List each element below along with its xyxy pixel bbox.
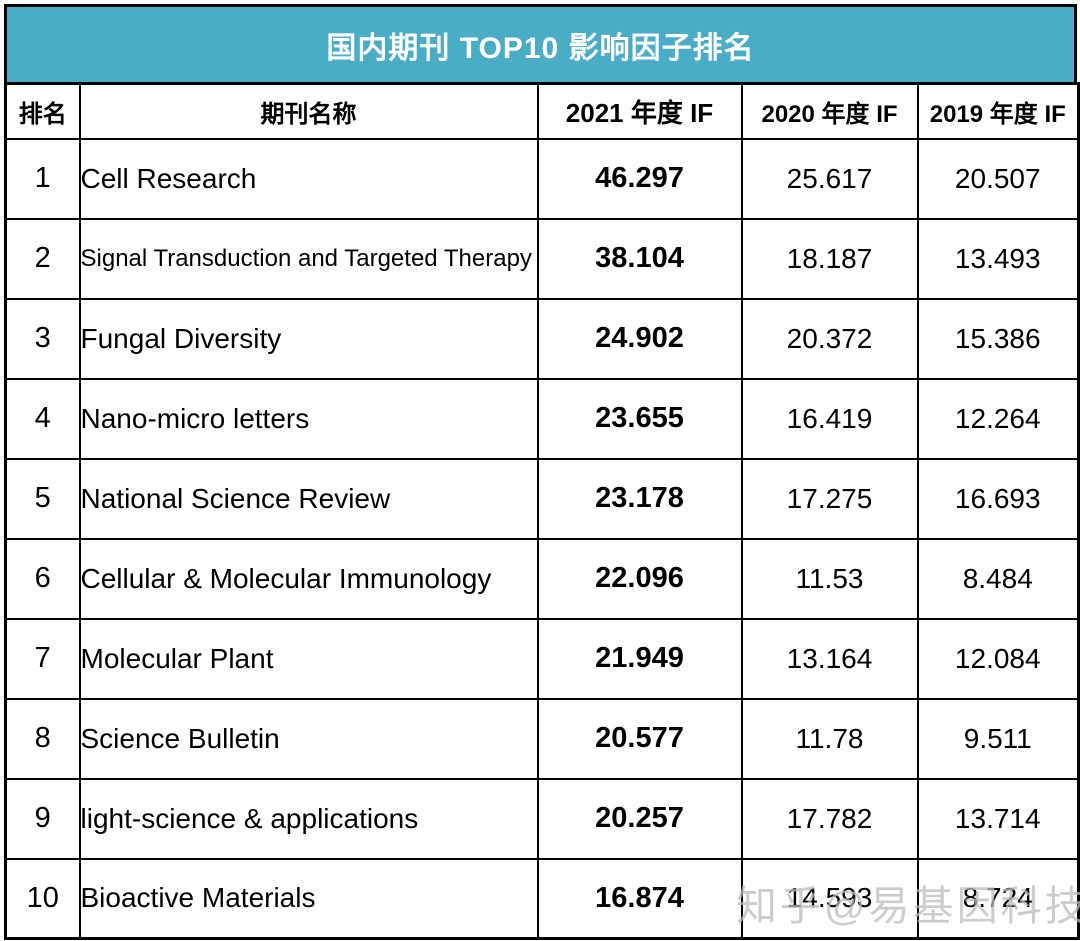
cell-rank: 5	[4, 457, 81, 540]
cell-if-2019: 13.493	[916, 217, 1080, 300]
table-row: 2 Signal Transduction and Targeted Thera…	[4, 217, 1080, 300]
ranking-table-figure: 国内期刊 TOP10 影响因子排名 排名 期刊名称 2021 年度 IF 202…	[4, 4, 1080, 940]
cell-journal-name: light-science & applications	[78, 777, 539, 860]
table-row: 7 Molecular Plant 21.949 13.164 12.084	[4, 617, 1080, 700]
header-row: 排名 期刊名称 2021 年度 IF 2020 年度 IF 2019 年度 IF	[4, 82, 1080, 140]
cell-if-2019: 12.264	[916, 377, 1080, 460]
cell-journal-name: Nano-micro letters	[78, 377, 539, 460]
cell-if-2021: 22.096	[536, 537, 743, 620]
col-header-if-2019: 2019 年度 IF	[916, 82, 1080, 140]
cell-rank: 1	[4, 137, 81, 220]
cell-if-2019: 8.484	[916, 537, 1080, 620]
cell-if-2019: 8.724	[916, 857, 1080, 940]
cell-rank: 9	[4, 777, 81, 860]
cell-if-2021: 38.104	[536, 217, 743, 300]
cell-if-2019: 15.386	[916, 297, 1080, 380]
cell-if-2021: 24.902	[536, 297, 743, 380]
table-title-banner: 国内期刊 TOP10 影响因子排名	[4, 4, 1077, 82]
table-row: 9 light-science & applications 20.257 17…	[4, 777, 1080, 860]
cell-if-2020: 13.164	[740, 617, 919, 700]
cell-journal-name: Molecular Plant	[78, 617, 539, 700]
cell-if-2021: 23.655	[536, 377, 743, 460]
cell-journal-name: Cellular & Molecular Immunology	[78, 537, 539, 620]
cell-journal-name: Cell Research	[78, 137, 539, 220]
cell-if-2021: 20.577	[536, 697, 743, 780]
cell-if-2020: 16.419	[740, 377, 919, 460]
cell-journal-name: Science Bulletin	[78, 697, 539, 780]
cell-journal-name: Bioactive Materials	[78, 857, 539, 940]
cell-if-2019: 12.084	[916, 617, 1080, 700]
cell-if-2020: 17.782	[740, 777, 919, 860]
cell-if-2020: 11.53	[740, 537, 919, 620]
cell-rank: 3	[4, 297, 81, 380]
col-header-journal-name: 期刊名称	[78, 82, 539, 140]
impact-factor-table: 排名 期刊名称 2021 年度 IF 2020 年度 IF 2019 年度 IF…	[4, 82, 1080, 940]
cell-journal-name: National Science Review	[78, 457, 539, 540]
cell-if-2019: 16.693	[916, 457, 1080, 540]
cell-if-2021: 23.178	[536, 457, 743, 540]
cell-if-2021: 46.297	[536, 137, 743, 220]
cell-if-2021: 20.257	[536, 777, 743, 860]
cell-if-2020: 18.187	[740, 217, 919, 300]
table-row: 5 National Science Review 23.178 17.275 …	[4, 457, 1080, 540]
table-row: 6 Cellular & Molecular Immunology 22.096…	[4, 537, 1080, 620]
table-row: 3 Fungal Diversity 24.902 20.372 15.386	[4, 297, 1080, 380]
cell-rank: 7	[4, 617, 81, 700]
cell-rank: 6	[4, 537, 81, 620]
table-row: 1 Cell Research 46.297 25.617 20.507	[4, 137, 1080, 220]
cell-rank: 8	[4, 697, 81, 780]
cell-if-2019: 13.714	[916, 777, 1080, 860]
cell-rank: 4	[4, 377, 81, 460]
table-row: 4 Nano-micro letters 23.655 16.419 12.26…	[4, 377, 1080, 460]
col-header-rank: 排名	[4, 82, 81, 140]
cell-journal-name: Fungal Diversity	[78, 297, 539, 380]
cell-if-2021: 16.874	[536, 857, 743, 940]
cell-if-2020: 20.372	[740, 297, 919, 380]
page-title: 国内期刊 TOP10 影响因子排名	[326, 31, 755, 65]
cell-if-2020: 25.617	[740, 137, 919, 220]
col-header-if-2020: 2020 年度 IF	[740, 82, 919, 140]
cell-if-2019: 20.507	[916, 137, 1080, 220]
cell-if-2020: 17.275	[740, 457, 919, 540]
table-row: 8 Science Bulletin 20.577 11.78 9.511	[4, 697, 1080, 780]
table-row: 10 Bioactive Materials 16.874 14.593 8.7…	[4, 857, 1080, 940]
cell-rank: 10	[4, 857, 81, 940]
cell-rank: 2	[4, 217, 81, 300]
col-header-if-2021: 2021 年度 IF	[536, 82, 743, 140]
cell-journal-name: Signal Transduction and Targeted Therapy	[78, 217, 539, 300]
cell-if-2020: 11.78	[740, 697, 919, 780]
cell-if-2020: 14.593	[740, 857, 919, 940]
cell-if-2019: 9.511	[916, 697, 1080, 780]
table-body: 1 Cell Research 46.297 25.617 20.507 2 S…	[4, 137, 1080, 940]
cell-if-2021: 21.949	[536, 617, 743, 700]
